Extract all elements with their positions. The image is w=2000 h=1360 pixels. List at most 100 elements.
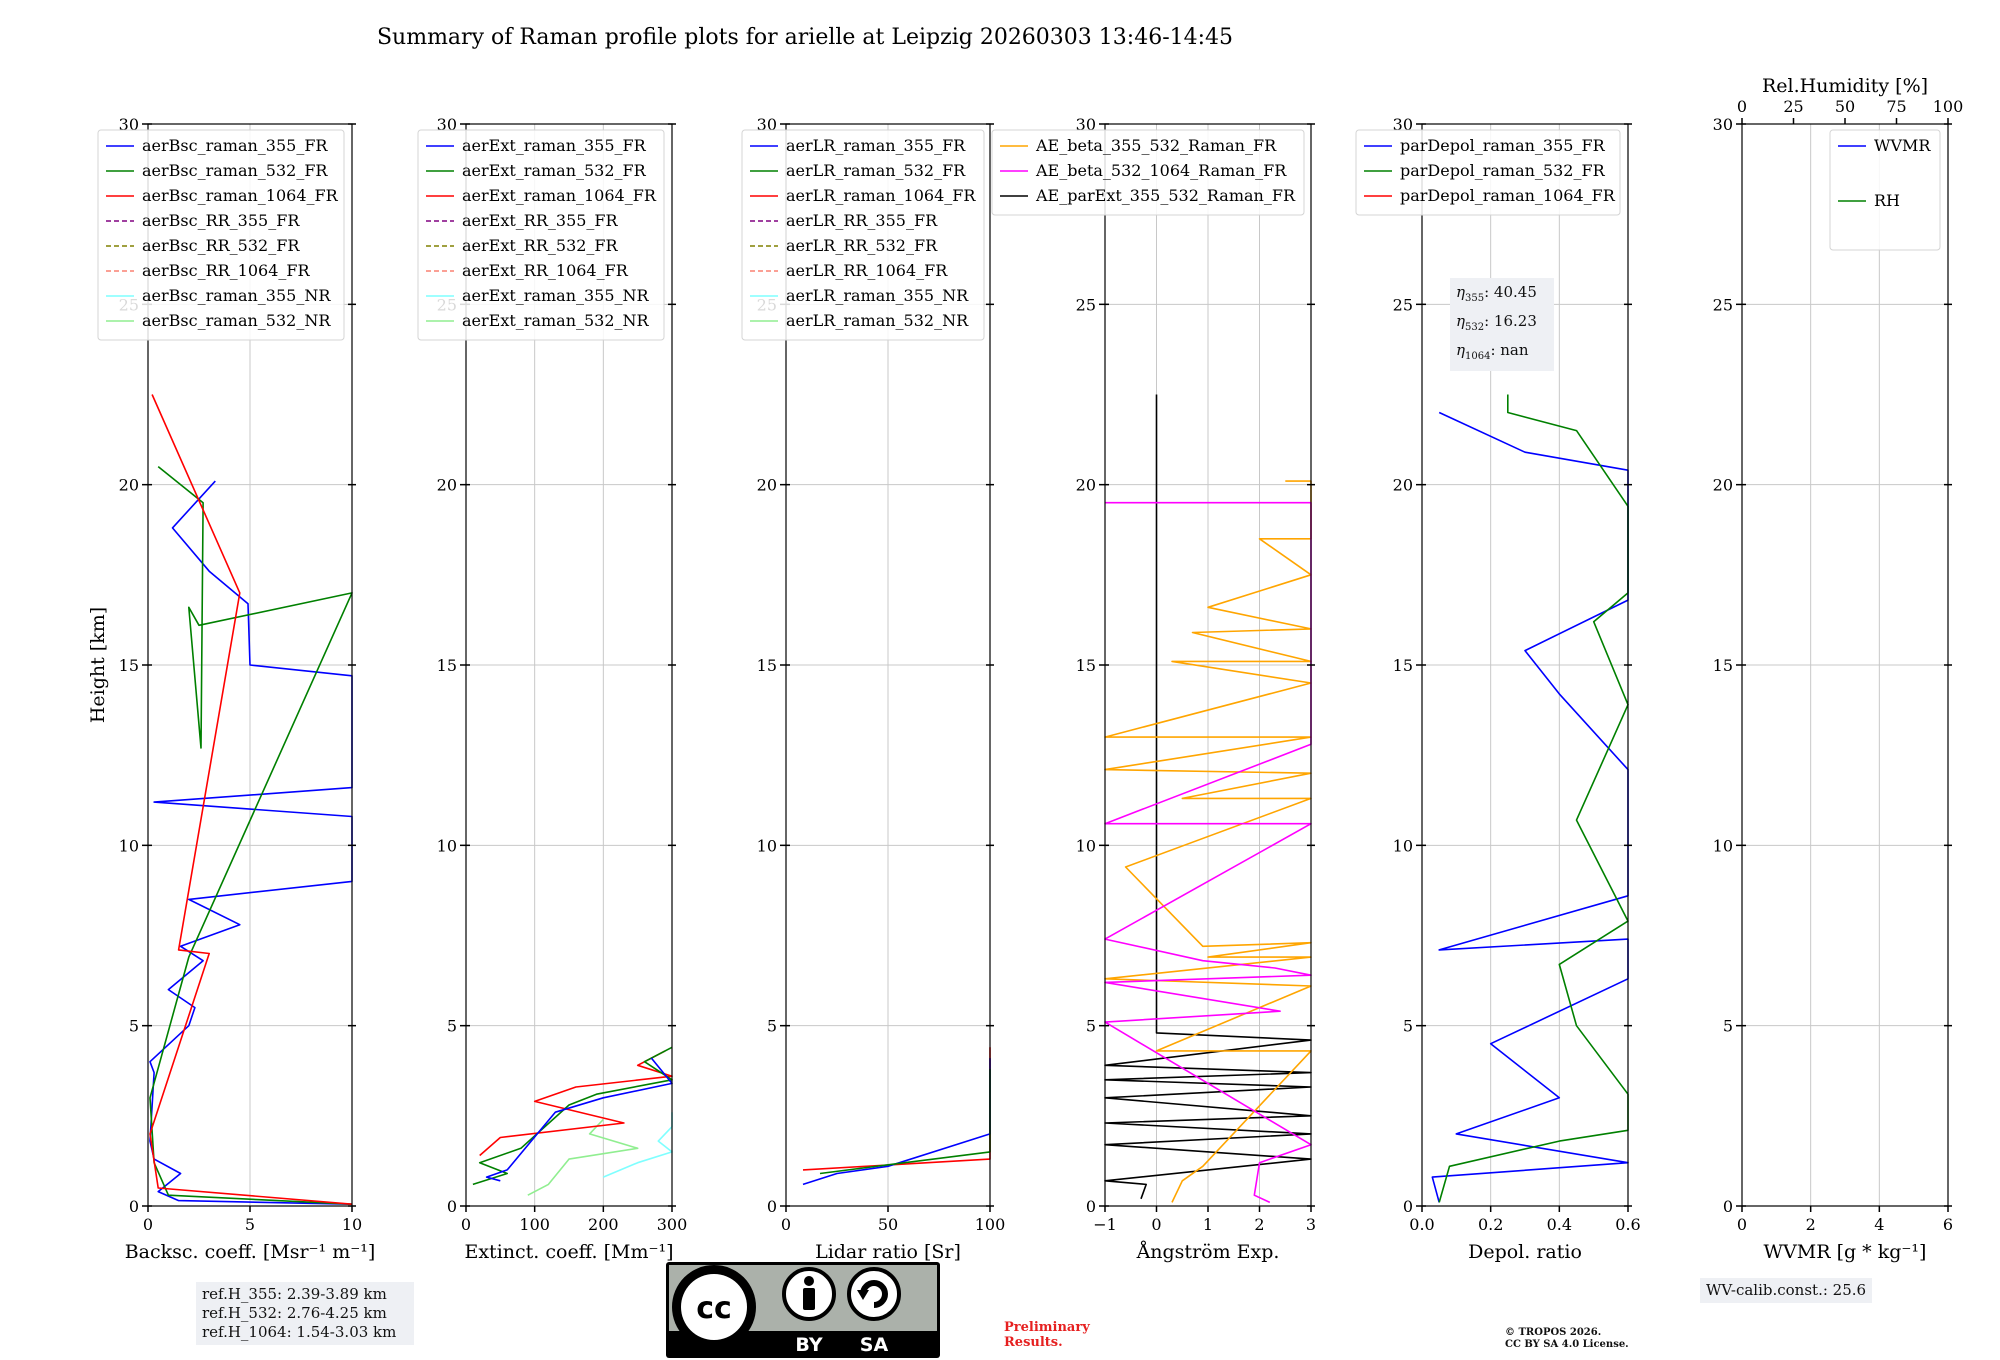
series-line-aerBsc_raman_532_FR [149, 465, 353, 1205]
y-tick-label: 5 [767, 1017, 777, 1036]
x-tick-label: 0 [781, 1215, 791, 1234]
y-tick-label: 10 [1713, 836, 1733, 855]
legend-label: aerBsc_raman_355_FR [142, 136, 328, 155]
y-tick-label: 0 [767, 1197, 777, 1216]
x-tick-label: 100 [519, 1215, 550, 1234]
y-tick-label: 25 [1713, 295, 1733, 314]
y-tick-label: 0 [447, 1197, 457, 1216]
ref-height-355: ref.H_355: 2.39-3.89 km [202, 1285, 387, 1303]
y-tick-label: 5 [1403, 1017, 1413, 1036]
legend-label: aerLR_raman_532_FR [786, 161, 966, 180]
legend-label: aerBsc_RR_355_FR [142, 211, 300, 230]
legend-label: aerBsc_raman_532_FR [142, 161, 328, 180]
legend-label: WVMR [1874, 136, 1931, 155]
legend-label: aerBsc_raman_1064_FR [142, 186, 339, 205]
y-tick-label: 10 [437, 836, 457, 855]
ref-height-532: ref.H_532: 2.76-4.25 km [202, 1304, 387, 1322]
legend-box [417, 129, 665, 341]
x-tick-label: 0 [1151, 1215, 1161, 1234]
chart-panel-depol: 0 5 10 15 20 25 30 0.0 0.2 0.4 0.6 Depol. ratio parD… [1355, 115, 1641, 1263]
cc-license-badge: cc BY SA [666, 1262, 940, 1358]
y-tick-label: 20 [1393, 476, 1413, 495]
series-line-aerExt_raman_355_NR [602, 1112, 673, 1178]
legend-label: AE_beta_355_532_Raman_FR [1035, 136, 1277, 155]
legend-label: aerLR_raman_355_NR [786, 286, 969, 305]
legend-label: aerLR_RR_1064_FR [786, 261, 948, 280]
series-line-parDepol_raman_355_FR [1431, 411, 1629, 1203]
wv-calib-label: WV-calib.const.: 25.6 [1706, 1281, 1867, 1299]
y-tick-label: 20 [1076, 476, 1096, 495]
x-tick-label: 0 [461, 1215, 471, 1234]
series-line-parDepol_raman_532_FR [1438, 394, 1629, 1203]
series-line-aerExt_raman_532_FR [472, 1046, 673, 1186]
x-tick-label: 2 [1806, 1215, 1816, 1234]
cc-logo-icon [681, 1274, 747, 1340]
series-line-aerBsc_raman_1064_FR [149, 394, 353, 1205]
y-tick-label: 15 [1076, 656, 1096, 675]
y-tick-label: 20 [119, 476, 139, 495]
y-tick-label: 0 [1086, 1197, 1096, 1216]
copyright-line-2: CC BY SA 4.0 License. [1505, 1339, 1629, 1350]
x-tick-label: 100 [975, 1215, 1006, 1234]
legend-label: aerExt_raman_532_NR [462, 311, 650, 330]
eta-1064-value: : nan [1490, 341, 1529, 359]
eta-355-value: : 40.45 [1484, 283, 1537, 301]
legend-label: aerExt_raman_532_FR [462, 161, 647, 180]
y-tick-label: 25 [1076, 295, 1096, 314]
legend-label: aerBsc_RR_532_FR [142, 236, 300, 255]
y-tick-label: 20 [437, 476, 457, 495]
top-x-tick-label: 75 [1886, 97, 1906, 116]
legend-label: aerBsc_raman_355_NR [142, 286, 331, 305]
legend-label: aerExt_raman_1064_FR [462, 186, 657, 205]
y-tick-label: 0 [129, 1197, 139, 1216]
share-alike-icon [847, 1267, 901, 1321]
legend-lidar_ratio: aerLR_raman_355_FR aerLR_raman_532_FR aerL… [741, 129, 985, 341]
legend-label: parDepol_raman_1064_FR [1400, 186, 1616, 205]
chart-panel-extinction: 0510152025300100200300Extinct. coeff. [M… [417, 115, 688, 1263]
y-tick-label: 30 [119, 115, 139, 134]
x-tick-label: 0 [1737, 1215, 1747, 1234]
legend-label: aerLR_RR_532_FR [786, 236, 938, 255]
chart-panel-backscatter: 0510152025300510Backsc. coeff. [Msr⁻¹ m⁻… [87, 115, 375, 1263]
series-line-aerLR_raman_1064_FR [802, 1047, 991, 1171]
top-x-tick-label: 50 [1835, 97, 1855, 116]
series-line-AE_parExt_355_532_Raman_FR [1104, 394, 1312, 1200]
y-tick-label: 15 [1713, 656, 1733, 675]
x-tick-label: 10 [342, 1215, 362, 1234]
x-tick-label: 0 [143, 1215, 153, 1234]
y-tick-label: 10 [757, 836, 777, 855]
series-line-aerLR_raman_355_FR [802, 1058, 991, 1186]
legend-label: aerExt_raman_355_NR [462, 286, 650, 305]
preliminary-line-2: Results. [1004, 1335, 1063, 1350]
legend-label: aerLR_raman_1064_FR [786, 186, 976, 205]
legend-label: aerLR_raman_532_NR [786, 311, 969, 330]
legend-label: aerLR_raman_355_FR [786, 136, 966, 155]
legend-label: aerBsc_RR_1064_FR [142, 261, 311, 280]
legend-box [1355, 129, 1621, 216]
y-tick-label: 15 [1393, 656, 1413, 675]
y-tick-label: 15 [119, 656, 139, 675]
x-tick-label: 0.6 [1615, 1215, 1640, 1234]
x-tick-label: 6 [1943, 1215, 1953, 1234]
legend-label: parDepol_raman_532_FR [1400, 161, 1606, 180]
top-x-tick-label: 0 [1737, 97, 1747, 116]
ref-height-1064: ref.H_1064: 1.54-3.03 km [202, 1323, 397, 1341]
x-axis-label: Ångström Exp. [1136, 1241, 1280, 1263]
y-tick-label: 0 [1403, 1197, 1413, 1216]
x-tick-label: 4 [1874, 1215, 1884, 1234]
legend-label: aerExt_raman_355_FR [462, 136, 647, 155]
x-tick-label: 0.4 [1547, 1215, 1572, 1234]
legend-box [991, 129, 1305, 216]
legend-backscatter: aerBsc_raman_355_FR aerBsc_raman_532_FRae… [97, 129, 345, 341]
y-tick-label: 0 [1723, 1197, 1733, 1216]
series-line-aerExt_raman_1064_FR [479, 1050, 673, 1157]
x-tick-label: 300 [657, 1215, 688, 1234]
legend-box [741, 129, 985, 341]
y-tick-label: 20 [757, 476, 777, 495]
legend-label: parDepol_raman_355_FR [1400, 136, 1606, 155]
x-axis-label: WVMR [g * kg⁻¹] [1764, 1241, 1927, 1263]
y-tick-label: 15 [757, 656, 777, 675]
series-line-aerLR_raman_532_FR [819, 1068, 991, 1175]
svg-text:cc: cc [696, 1291, 732, 1326]
